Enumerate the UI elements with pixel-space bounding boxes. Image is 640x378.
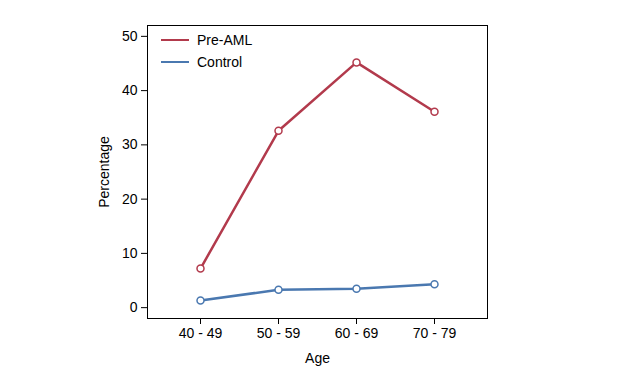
svg-text:60 - 69: 60 - 69 bbox=[335, 325, 379, 341]
svg-text:30: 30 bbox=[122, 136, 138, 152]
svg-text:Age: Age bbox=[305, 350, 330, 366]
svg-text:Percentage: Percentage bbox=[96, 136, 112, 208]
html-text:Pre-AML: Pre-AML bbox=[197, 32, 253, 48]
svg-text:50 - 59: 50 - 59 bbox=[257, 325, 301, 341]
svg-text:0: 0 bbox=[130, 299, 138, 315]
svg-text:40: 40 bbox=[122, 82, 138, 98]
svg-text:10: 10 bbox=[122, 245, 138, 261]
svg-text:40 - 49: 40 - 49 bbox=[179, 325, 223, 341]
svg-text:70 - 79: 70 - 79 bbox=[413, 325, 457, 341]
svg-text:20: 20 bbox=[122, 191, 138, 207]
svg-text:50: 50 bbox=[122, 28, 138, 44]
html-text:Control: Control bbox=[197, 54, 243, 70]
